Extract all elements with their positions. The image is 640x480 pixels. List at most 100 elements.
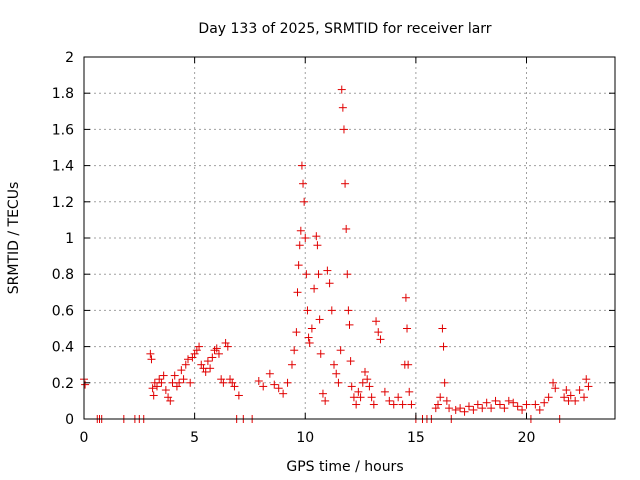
- data-point: [566, 391, 575, 400]
- data-point: [372, 317, 381, 326]
- data-point: [254, 376, 263, 385]
- data-point: [327, 306, 336, 315]
- data-point: [330, 360, 339, 369]
- data-point: [234, 391, 243, 400]
- data-point: [367, 393, 376, 402]
- data-point: [334, 378, 343, 387]
- data-point: [434, 400, 442, 409]
- data-points: [80, 85, 593, 423]
- data-point: [343, 270, 352, 279]
- data-point: [504, 396, 513, 405]
- data-point: [358, 378, 367, 387]
- data-point: [228, 378, 237, 387]
- data-point: [365, 382, 374, 391]
- data-point: [147, 355, 156, 364]
- data-point: [208, 353, 217, 362]
- x-tick-label: 20: [518, 430, 536, 446]
- data-point: [323, 266, 332, 275]
- data-point: [183, 355, 192, 364]
- data-point: [344, 306, 353, 315]
- data-point: [562, 386, 571, 395]
- data-point: [575, 386, 584, 395]
- data-point: [509, 398, 518, 407]
- data-point: [401, 293, 410, 302]
- data-point: [482, 398, 491, 407]
- data-point: [404, 360, 413, 369]
- data-point: [287, 360, 296, 369]
- data-point: [442, 396, 451, 405]
- data-point: [197, 360, 206, 369]
- y-tick-label: 1.2: [52, 195, 74, 211]
- data-point: [321, 396, 330, 405]
- data-point: [217, 375, 226, 384]
- y-tick-label: 0.6: [52, 303, 74, 319]
- data-point: [325, 279, 334, 288]
- data-point: [584, 382, 593, 391]
- data-point: [339, 125, 348, 134]
- data-point: [560, 393, 569, 402]
- data-point: [297, 161, 306, 170]
- data-point: [310, 284, 319, 293]
- data-point: [345, 320, 354, 329]
- x-tick-labels: 0 5 10 15 20: [80, 430, 536, 446]
- data-point: [451, 405, 460, 414]
- data-point: [181, 360, 190, 369]
- data-point: [315, 315, 324, 324]
- chart-title: Day 133 of 2025, SRMTID for receiver lar…: [198, 21, 491, 37]
- data-point: [487, 404, 496, 413]
- data-point: [385, 396, 394, 405]
- y-tick-label: 0.2: [52, 376, 74, 392]
- y-tick-label: 1.6: [52, 122, 74, 138]
- data-point: [438, 324, 447, 333]
- data-point: [166, 396, 175, 405]
- data-point: [212, 344, 221, 353]
- data-point: [148, 384, 157, 393]
- data-point: [313, 241, 322, 250]
- data-point: [431, 404, 440, 413]
- data-point: [206, 364, 215, 373]
- data-point: [210, 346, 219, 355]
- data-point: [394, 393, 403, 402]
- data-point: [307, 324, 316, 333]
- data-point: [159, 371, 168, 380]
- data-point: [170, 371, 179, 380]
- data-point: [582, 375, 591, 384]
- data-point: [155, 375, 164, 384]
- data-point: [305, 338, 314, 347]
- data-point: [192, 346, 201, 355]
- data-point: [312, 232, 321, 241]
- y-axis-title: SRMTID / TECUs: [6, 182, 22, 295]
- data-point: [226, 375, 235, 384]
- y-tick-label: 1: [65, 231, 74, 247]
- data-point: [161, 386, 170, 395]
- data-point: [460, 407, 469, 416]
- data-point: [495, 400, 504, 409]
- data-point: [403, 324, 412, 333]
- data-point: [203, 357, 212, 366]
- x-axis-title: GPS time / hours: [286, 459, 403, 475]
- data-point: [259, 382, 268, 391]
- data-point: [186, 378, 195, 387]
- x-tick-label: 15: [407, 430, 425, 446]
- data-point: [360, 367, 369, 376]
- data-point: [407, 400, 416, 409]
- data-point: [201, 367, 210, 376]
- data-point: [314, 270, 323, 279]
- y-tick-label: 1.8: [52, 86, 74, 102]
- data-point: [316, 349, 325, 358]
- data-point: [354, 387, 363, 396]
- data-point: [439, 342, 448, 351]
- data-point: [473, 400, 482, 409]
- data-point: [341, 179, 350, 188]
- data-point: [356, 393, 365, 402]
- data-point: [544, 393, 553, 402]
- tick-marks: [83, 56, 615, 420]
- data-point: [338, 103, 347, 112]
- data-point: [153, 382, 162, 391]
- data-point: [436, 393, 445, 402]
- data-point: [342, 224, 351, 233]
- data-point: [177, 366, 186, 375]
- data-point: [374, 328, 383, 337]
- gridlines: [84, 57, 615, 419]
